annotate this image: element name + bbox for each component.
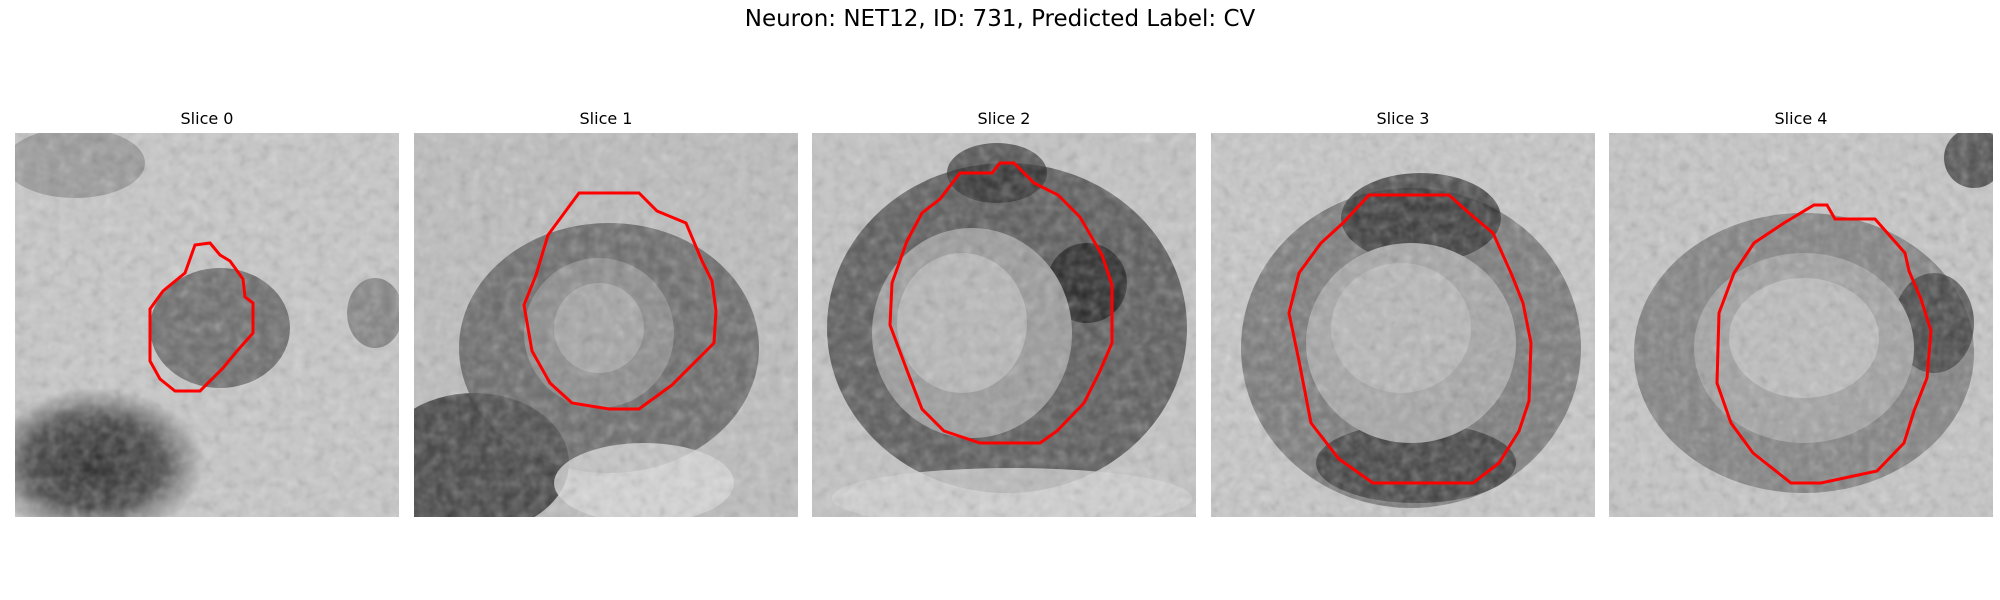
slice-image [1609, 133, 1993, 517]
slice-image [15, 133, 399, 517]
roi-contour [522, 191, 718, 411]
slice-title: Slice 4 [1774, 109, 1828, 128]
slice-title: Slice 2 [977, 109, 1031, 128]
slice-image [812, 133, 1196, 517]
roi-contour [1287, 193, 1533, 485]
figure-title: Neuron: NET12, ID: 731, Predicted Label:… [744, 6, 1256, 32]
slice-image-svg [812, 133, 1196, 517]
slice-image-svg [15, 133, 399, 517]
roi-contour [888, 161, 1114, 445]
roi-contour [1715, 203, 1933, 485]
slice-image-svg [1609, 133, 1993, 517]
slice-title: Slice 0 [180, 109, 234, 128]
slice-panel-1: Slice 1 [414, 108, 798, 517]
slice-image-svg [1211, 133, 1595, 517]
slice-title: Slice 1 [579, 109, 633, 128]
slice-panel-4: Slice 4 [1609, 108, 1993, 517]
slice-title: Slice 3 [1376, 109, 1430, 128]
slice-image-svg [414, 133, 798, 517]
slice-panel-2: Slice 2 [812, 108, 1196, 517]
slice-panel-3: Slice 3 [1211, 108, 1595, 517]
slice-panel-0: Slice 0 [15, 108, 399, 517]
slice-image [1211, 133, 1595, 517]
slice-image [414, 133, 798, 517]
roi-contour [148, 241, 255, 393]
